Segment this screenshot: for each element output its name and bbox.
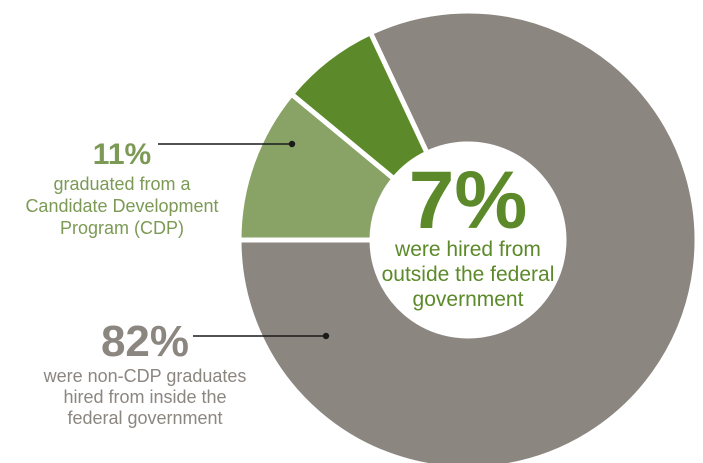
cdp-description-line: Program (CDP) [60, 218, 184, 238]
non-cdp-leader-line-dot [322, 332, 330, 340]
donut-slices [236, 8, 700, 463]
slice-outside [288, 29, 431, 183]
non-cdp-percent-label: 82% [101, 317, 189, 366]
slice-non-cdp [236, 8, 700, 463]
cdp-percent-label: 11% [93, 138, 151, 171]
non-cdp-description-line: were non-CDP graduates [43, 366, 247, 386]
non-cdp-description-line: hired from inside the [63, 387, 226, 407]
outside-description-line: outside the federal [382, 263, 555, 286]
non-cdp-description-line: federal government [67, 408, 222, 428]
outside-percent-label: 7% [409, 155, 528, 246]
cdp-leader-line-dot [288, 140, 296, 148]
cdp-description-line: Candidate Development [25, 196, 218, 216]
cdp-description-line: graduated from a [53, 174, 191, 194]
outside-description-line: were hired from [394, 238, 541, 261]
outside-description-line: government [413, 288, 524, 311]
